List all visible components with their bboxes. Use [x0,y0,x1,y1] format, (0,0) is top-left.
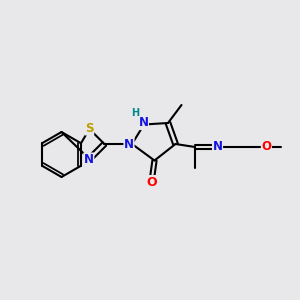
Text: H: H [131,108,140,118]
Text: N: N [138,116,148,130]
Text: N: N [84,153,94,166]
Text: N: N [212,140,223,154]
Text: O: O [261,140,272,154]
Text: N: N [124,137,134,151]
Text: S: S [85,122,94,135]
Text: O: O [146,176,157,189]
